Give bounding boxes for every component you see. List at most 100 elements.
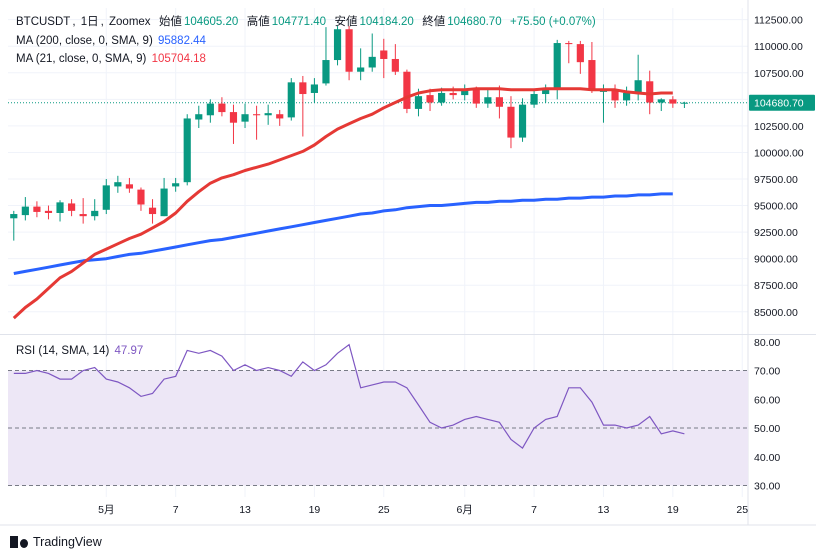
close-value: 104680.70 — [447, 16, 502, 28]
candle-body — [218, 103, 226, 113]
candle — [611, 84, 619, 108]
candle — [102, 178, 110, 215]
candle — [229, 104, 238, 144]
candle-body — [333, 29, 342, 61]
ma200-legend[interactable]: MA (200, close, 0, SMA, 9) 95882.44 — [16, 34, 208, 48]
candle-body — [310, 84, 318, 93]
time-tick-label: 19 — [309, 504, 321, 516]
candle-body — [56, 202, 64, 213]
candle-body — [576, 44, 584, 63]
high-label: 高値 — [246, 16, 270, 28]
time-tick-label: 25 — [378, 504, 390, 516]
candle-body — [542, 88, 550, 95]
price-tick-label: 85000.00 — [754, 307, 798, 319]
candle — [125, 177, 133, 193]
low-label: 安値 — [334, 16, 358, 28]
candle-body — [114, 182, 122, 187]
candle — [565, 40, 573, 64]
candle — [68, 199, 76, 217]
candle — [368, 33, 376, 72]
candle-body — [507, 106, 515, 138]
candle — [218, 97, 226, 117]
candle-body — [299, 82, 307, 95]
candle — [623, 86, 631, 106]
candle-body — [345, 29, 353, 72]
price-tick-label: 87500.00 — [754, 280, 798, 292]
candle — [530, 90, 538, 108]
candle-body — [172, 183, 180, 187]
candle-body — [229, 112, 238, 123]
candle-body — [10, 214, 18, 219]
rsi-legend[interactable]: RSI (14, SMA, 14) 47.97 — [16, 344, 145, 358]
open-label: 始値 — [158, 16, 182, 28]
candle — [21, 197, 29, 221]
time-tick-label: 7 — [531, 504, 537, 516]
candle — [172, 177, 180, 192]
candle — [553, 39, 561, 100]
candle — [588, 41, 596, 93]
candle — [79, 198, 87, 224]
candle — [276, 109, 284, 126]
candle — [206, 99, 214, 123]
price-tick-label: 110000.00 — [754, 41, 803, 53]
candle — [299, 75, 307, 137]
candle-body — [438, 92, 446, 103]
candle-body — [611, 89, 619, 101]
rsi-line — [13, 343, 685, 449]
candle-body — [148, 207, 157, 215]
candle-body — [79, 214, 87, 217]
candle-body — [553, 43, 561, 89]
candle-body — [646, 81, 654, 103]
candle-body — [322, 60, 330, 84]
candle — [148, 199, 157, 224]
interval-label[interactable]: 1日 — [80, 16, 99, 28]
candle — [241, 103, 249, 129]
candle-body — [253, 114, 261, 116]
candle — [195, 105, 203, 129]
candle-body — [160, 188, 168, 217]
time-tick-label: 25 — [736, 504, 748, 516]
rsi-band — [8, 370, 748, 486]
candle — [495, 85, 503, 119]
ohlc-legend: BTCUSDT, 1日, Zoomex 始値 104605.20 高値 104771… — [16, 16, 596, 28]
ma21-line — [12, 87, 673, 320]
candle-body — [264, 113, 272, 116]
price-tick-label: 112500.00 — [754, 15, 803, 27]
candle-body — [102, 185, 110, 210]
candle — [114, 175, 122, 193]
rsi-tick-label: 80.00 — [754, 337, 780, 349]
time-tick-label: 13 — [598, 504, 610, 516]
time-tick-label: 6月 — [457, 504, 473, 516]
x-axis-labels: 5月 7 13 19 25 6月 7 13 19 25 — [98, 504, 748, 516]
candle-body — [137, 189, 145, 205]
candle — [646, 70, 654, 115]
price-tick-label: 97500.00 — [754, 174, 798, 186]
symbol-label[interactable]: BTCUSDT — [16, 16, 71, 28]
price-tick-label: 107500.00 — [754, 68, 804, 80]
candle-body — [276, 114, 284, 119]
candle — [669, 96, 677, 108]
candle — [310, 78, 318, 103]
ma200-label: MA (200, close, 0, SMA, 9) — [16, 35, 153, 47]
candle-body — [44, 210, 53, 213]
candle — [484, 88, 492, 108]
candle-body — [357, 67, 365, 72]
candle-body — [530, 94, 538, 105]
time-tick-label: 19 — [667, 504, 679, 516]
change-value: +75.50 (+0.07%) — [510, 16, 596, 28]
ma21-legend[interactable]: MA (21, close, 0, SMA, 9) 105704.18 — [16, 52, 208, 66]
open-value: 104605.20 — [183, 16, 239, 28]
candle — [391, 44, 399, 75]
rsi-tick-label: 70.00 — [754, 366, 780, 378]
candle — [137, 187, 145, 211]
rsi-tick-label: 40.00 — [754, 452, 780, 464]
price-tick-label: 92500.00 — [754, 227, 798, 239]
time-tick-label: 5月 — [98, 504, 114, 516]
candle-body — [391, 58, 399, 72]
tradingview-brand[interactable]: TradingView — [10, 535, 102, 549]
candle-body — [91, 210, 99, 217]
candle-body — [426, 95, 434, 103]
candle-body — [125, 184, 133, 189]
rsi-line-group — [13, 343, 685, 449]
